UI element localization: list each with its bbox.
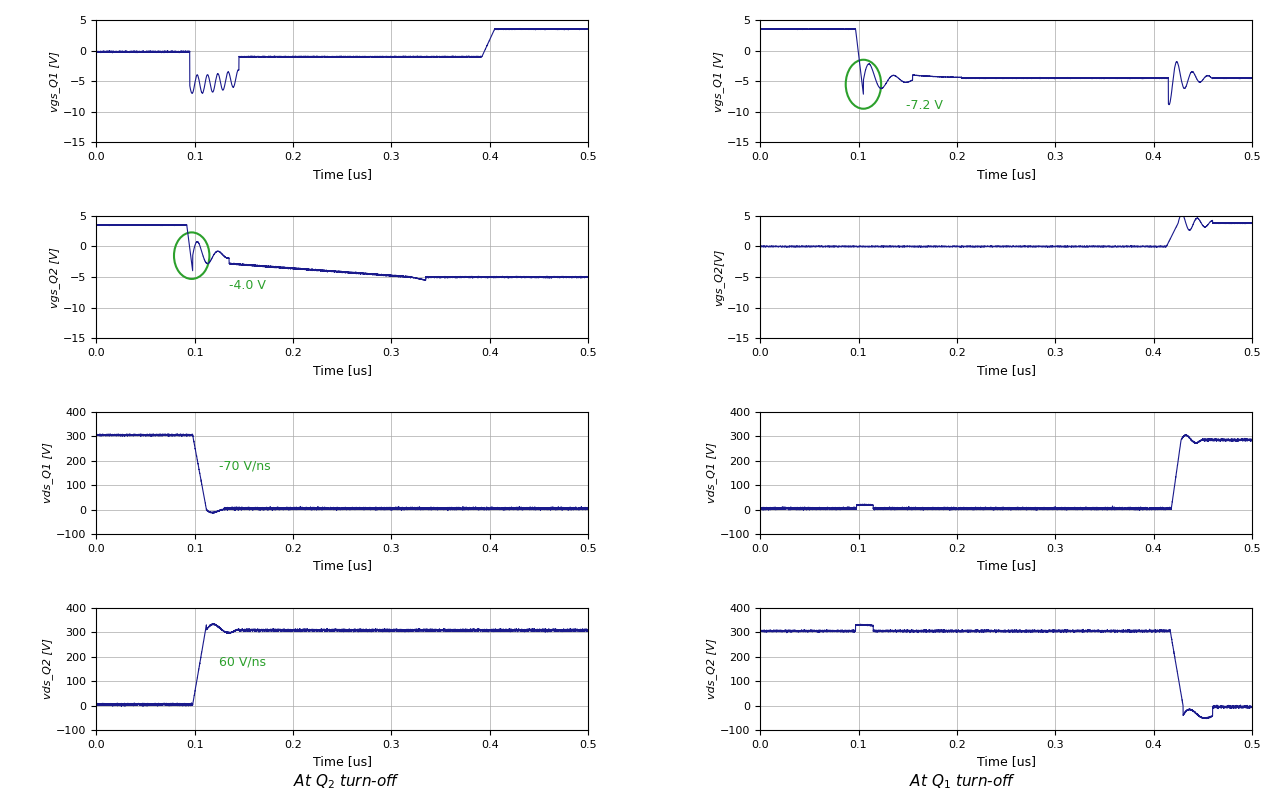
- Y-axis label: vgs_Q1 [V]: vgs_Q1 [V]: [714, 51, 724, 112]
- Text: 60 V/ns: 60 V/ns: [220, 655, 266, 668]
- Text: -4.0 V: -4.0 V: [229, 279, 266, 292]
- Y-axis label: vds_Q2 [V]: vds_Q2 [V]: [706, 638, 718, 699]
- X-axis label: Time [us]: Time [us]: [313, 364, 371, 377]
- X-axis label: Time [us]: Time [us]: [977, 364, 1035, 377]
- Y-axis label: vds_Q1 [V]: vds_Q1 [V]: [706, 443, 718, 504]
- Y-axis label: vds_Q2 [V]: vds_Q2 [V]: [42, 638, 54, 699]
- Y-axis label: vgs_Q2 [V]: vgs_Q2 [V]: [50, 247, 60, 307]
- Text: At $Q_1$ turn-off: At $Q_1$ turn-off: [909, 772, 1017, 791]
- X-axis label: Time [us]: Time [us]: [977, 756, 1035, 768]
- X-axis label: Time [us]: Time [us]: [977, 168, 1035, 180]
- Y-axis label: vgs_Q1 [V]: vgs_Q1 [V]: [50, 51, 60, 112]
- Text: -7.2 V: -7.2 V: [905, 99, 942, 112]
- X-axis label: Time [us]: Time [us]: [313, 756, 371, 768]
- X-axis label: Time [us]: Time [us]: [313, 559, 371, 572]
- X-axis label: Time [us]: Time [us]: [313, 168, 371, 180]
- Text: -70 V/ns: -70 V/ns: [220, 460, 271, 472]
- X-axis label: Time [us]: Time [us]: [977, 559, 1035, 572]
- Y-axis label: vgs_Q2[V]: vgs_Q2[V]: [714, 248, 724, 306]
- Text: At $Q_2$ turn-off: At $Q_2$ turn-off: [293, 772, 401, 791]
- Y-axis label: vds_Q1 [V]: vds_Q1 [V]: [42, 443, 54, 504]
